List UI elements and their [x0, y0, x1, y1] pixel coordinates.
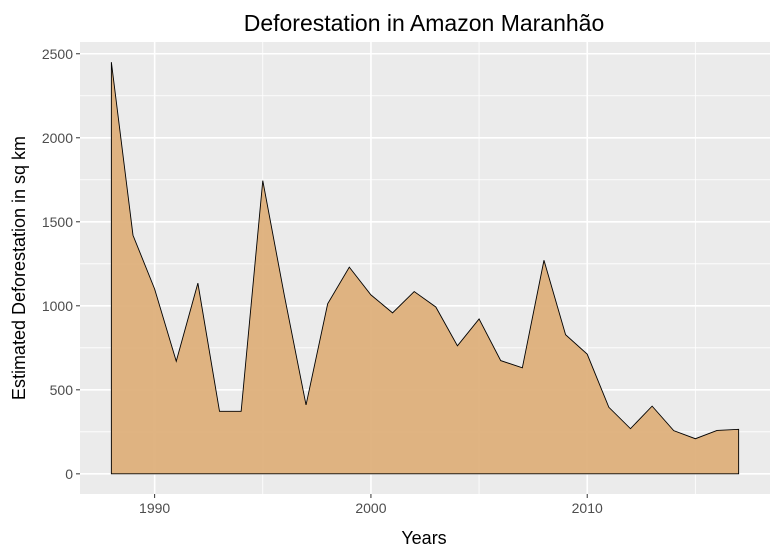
data-point [391, 311, 395, 315]
data-point [542, 258, 546, 262]
data-point [672, 429, 676, 433]
data-point [650, 404, 654, 408]
x-tick-label: 2000 [355, 500, 386, 516]
data-point [131, 233, 135, 237]
data-point [109, 60, 113, 64]
y-tick-label: 2500 [42, 46, 73, 62]
deforestation-area [110, 62, 740, 475]
data-point [326, 302, 330, 306]
chart-title: Deforestation in Amazon Maranhão [244, 10, 605, 36]
data-point [239, 409, 243, 413]
data-point [693, 437, 697, 441]
data-point [369, 293, 373, 297]
data-point [628, 427, 632, 431]
x-axis-title: Years [401, 528, 446, 548]
y-axis: 0 500 1000 1500 2000 2500 [42, 46, 80, 482]
data-point [196, 281, 200, 285]
data-point [282, 294, 286, 298]
y-tick-label: 1500 [42, 214, 73, 230]
data-point [499, 359, 503, 363]
data-point [715, 428, 719, 432]
y-tick-label: 2000 [42, 130, 73, 146]
data-point [585, 352, 589, 356]
y-tick-label: 0 [65, 466, 73, 482]
data-point [434, 305, 438, 309]
y-tick-label: 1000 [42, 298, 73, 314]
data-point [520, 366, 524, 370]
area-layer [109, 60, 741, 475]
data-point [564, 333, 568, 337]
data-point [412, 290, 416, 294]
data-point [455, 344, 459, 348]
x-axis: 1990 2000 2010 [139, 494, 603, 516]
data-point [261, 179, 265, 183]
data-point [607, 405, 611, 409]
x-tick-label: 2010 [572, 500, 603, 516]
x-tick-label: 1990 [139, 500, 170, 516]
y-axis-title: Estimated Deforestation in sq km [9, 136, 29, 400]
data-point [174, 359, 178, 363]
y-tick-label: 500 [50, 382, 74, 398]
data-point [218, 409, 222, 413]
data-point [477, 317, 481, 321]
data-point [153, 287, 157, 291]
data-point [737, 427, 741, 431]
data-point [347, 265, 351, 269]
data-point [304, 403, 308, 407]
